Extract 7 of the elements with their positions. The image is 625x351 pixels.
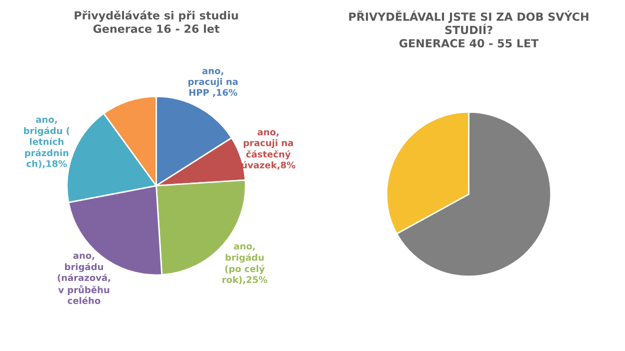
slice-label: ano, pracuji na částečný úvazek,8%	[242, 130, 296, 170]
slice-label: ano, brigádu ( letních prázdnin ch),18%	[24, 118, 70, 168]
slice-label: ano, brigádu (nárazová, v průběhu celého	[58, 254, 110, 304]
chart-title: Přivyděláváte si při studiu Generace 16 - 26 let	[74, 10, 238, 33]
slice-label: ano, brigádu (po celý rok),25%	[222, 244, 268, 284]
slice-label: ano, pracuji na HPP ,16%	[188, 69, 238, 98]
chart-title: PŘIVYDĚLÁVALI JSTE SI ZA DOB SVÝCH STUDIÍ? GENERACE 40 - 55 LET	[349, 10, 588, 48]
